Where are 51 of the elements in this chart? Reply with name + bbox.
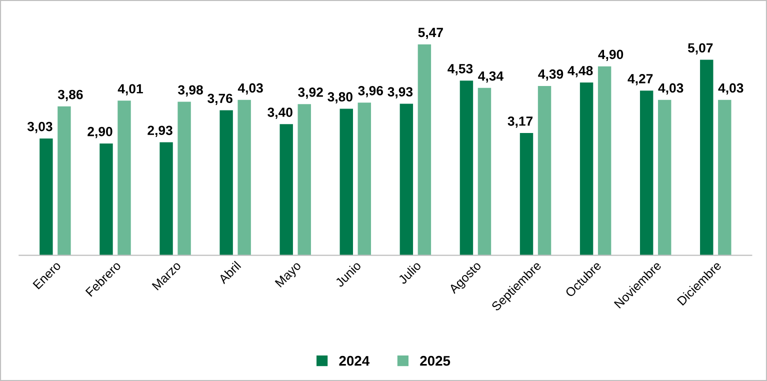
data-label: 3,03 bbox=[27, 122, 52, 134]
data-label: 4,48 bbox=[568, 66, 593, 78]
bar bbox=[718, 100, 732, 256]
data-label: 4,03 bbox=[658, 83, 684, 95]
data-label: 3,92 bbox=[298, 88, 323, 99]
data-label: 3,98 bbox=[178, 85, 203, 96]
legend-label: 2024 bbox=[339, 356, 370, 366]
bar bbox=[298, 104, 311, 256]
bar bbox=[580, 82, 594, 256]
data-label: 4,03 bbox=[718, 83, 744, 95]
bar bbox=[358, 102, 372, 256]
data-label: 5,47 bbox=[418, 28, 443, 40]
bar bbox=[100, 143, 113, 256]
data-label: 3,86 bbox=[58, 90, 83, 102]
data-label: 4,39 bbox=[538, 69, 564, 81]
data-label: 4,01 bbox=[118, 84, 143, 96]
bar bbox=[400, 104, 414, 256]
bar bbox=[418, 44, 432, 256]
bar bbox=[478, 88, 492, 256]
data-label: 4,53 bbox=[448, 64, 473, 76]
data-label: 3,93 bbox=[388, 87, 413, 98]
data-label: 4,27 bbox=[628, 74, 653, 86]
bar bbox=[640, 90, 654, 256]
data-label: 5,07 bbox=[688, 43, 713, 54]
bar bbox=[658, 100, 672, 256]
data-label: 2,90 bbox=[88, 126, 112, 138]
x-tick-label: Julio bbox=[397, 260, 422, 285]
data-label: 3,96 bbox=[358, 86, 383, 98]
bar bbox=[58, 106, 71, 256]
bar bbox=[118, 100, 131, 256]
bar bbox=[460, 80, 474, 256]
bar bbox=[160, 142, 173, 256]
data-label: 4,03 bbox=[238, 83, 263, 95]
data-label: 3,17 bbox=[508, 116, 533, 128]
bar bbox=[538, 86, 552, 256]
bar bbox=[340, 108, 353, 256]
bar bbox=[598, 66, 612, 256]
bar bbox=[700, 60, 714, 256]
data-label: 3,76 bbox=[208, 94, 232, 105]
legend-label: 2025 bbox=[420, 356, 450, 366]
data-label: 3,80 bbox=[328, 92, 352, 104]
bar bbox=[280, 124, 293, 256]
bar bbox=[238, 100, 251, 256]
data-label: 3,40 bbox=[268, 108, 292, 119]
bar bbox=[220, 110, 233, 256]
data-label: 4,34 bbox=[478, 71, 504, 83]
data-label: 2,93 bbox=[148, 126, 172, 137]
bar bbox=[40, 138, 53, 256]
data-label: 4,90 bbox=[598, 50, 624, 62]
bar bbox=[520, 133, 534, 256]
bar bbox=[178, 102, 191, 256]
